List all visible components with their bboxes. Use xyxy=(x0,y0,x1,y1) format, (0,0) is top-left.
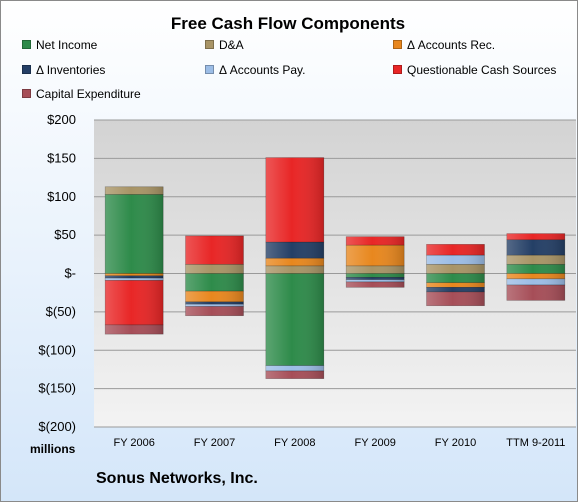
legend-swatch xyxy=(393,65,402,74)
bar-segment xyxy=(104,275,164,279)
bar-segment xyxy=(426,254,485,265)
legend-swatch xyxy=(22,40,31,49)
bar-segment xyxy=(506,284,566,301)
bar-segment xyxy=(104,280,164,326)
bar-segment xyxy=(506,263,566,274)
x-tick-label: TTM 9-2011 xyxy=(506,437,565,449)
bar-segment xyxy=(345,277,405,280)
bar-segment xyxy=(506,254,566,265)
bar-segment xyxy=(426,291,485,307)
bar-segment xyxy=(265,241,325,259)
bar-segment xyxy=(426,263,485,274)
x-tick-label: FY 2010 xyxy=(435,437,476,449)
y-tick-label: $(50) xyxy=(46,304,76,319)
bar-segment xyxy=(265,365,325,372)
bar-segment xyxy=(345,279,405,283)
bar-segment xyxy=(426,282,485,288)
bar-segment xyxy=(506,239,566,256)
bar-segment xyxy=(185,263,244,274)
y-tick-label: $200 xyxy=(47,112,76,127)
legend-swatch xyxy=(393,40,402,49)
x-tick-label: FY 2009 xyxy=(354,437,395,449)
bar-segment xyxy=(185,290,244,303)
bar-segment xyxy=(185,306,244,317)
unit-label: millions xyxy=(30,442,76,456)
bar-segment xyxy=(345,273,405,278)
legend-label: Net Income xyxy=(36,38,98,52)
x-tick-label: FY 2006 xyxy=(113,437,154,449)
bar-segment xyxy=(104,194,164,274)
y-tick-label: $(150) xyxy=(38,381,76,396)
bar-segment xyxy=(104,273,164,277)
y-tick-label: $- xyxy=(64,266,76,281)
legend-label: Capital Expenditure xyxy=(36,87,141,101)
chart-title: Free Cash Flow Components xyxy=(170,14,406,33)
bar-segment xyxy=(185,235,244,265)
legend-label: Questionable Cash Sources xyxy=(407,63,557,77)
legend-label: Δ Accounts Pay. xyxy=(219,63,306,77)
bar-segment xyxy=(426,273,485,284)
bar-segment xyxy=(104,324,164,335)
y-tick-label: $(100) xyxy=(38,342,76,357)
y-tick-label: $50 xyxy=(54,227,76,242)
bar-segment xyxy=(185,273,244,292)
y-tick-label: $100 xyxy=(47,189,76,204)
bar-segment xyxy=(265,370,325,379)
bar-segment xyxy=(265,157,325,243)
legend-swatch xyxy=(205,65,214,74)
bar-segment xyxy=(345,244,405,267)
legend-label: Δ Inventories xyxy=(36,63,106,77)
bar-segment xyxy=(506,278,566,286)
x-tick-label: FY 2007 xyxy=(194,437,235,449)
bar-segment xyxy=(426,244,485,256)
legend-label: Δ Accounts Rec. xyxy=(407,38,496,52)
bar-segment xyxy=(265,265,325,274)
bar-segment xyxy=(104,186,164,195)
y-tick-label: $150 xyxy=(47,150,76,165)
bar-segment xyxy=(345,281,405,288)
legend-swatch xyxy=(22,89,31,98)
bar-segment xyxy=(345,236,405,246)
bar-segment xyxy=(506,273,566,280)
legend-swatch xyxy=(22,65,31,74)
bar-segment xyxy=(185,301,244,305)
bar-segment xyxy=(265,257,325,267)
bar-segment xyxy=(104,277,164,281)
bar-segment xyxy=(345,265,405,274)
bar-segment xyxy=(185,303,244,307)
chart-legend: Net Income D&A Δ Accounts Rec. Δ Inventorie… xyxy=(0,0,578,110)
bar-segment xyxy=(426,287,485,293)
y-tick-label: $(200) xyxy=(38,419,76,434)
company-name: Sonus Networks, Inc. xyxy=(96,470,258,487)
legend-label: D&A xyxy=(219,38,244,52)
legend-swatch xyxy=(205,40,214,49)
bar-segment xyxy=(506,233,566,241)
x-tick-label: FY 2008 xyxy=(274,437,315,449)
bar-segment xyxy=(265,273,325,366)
